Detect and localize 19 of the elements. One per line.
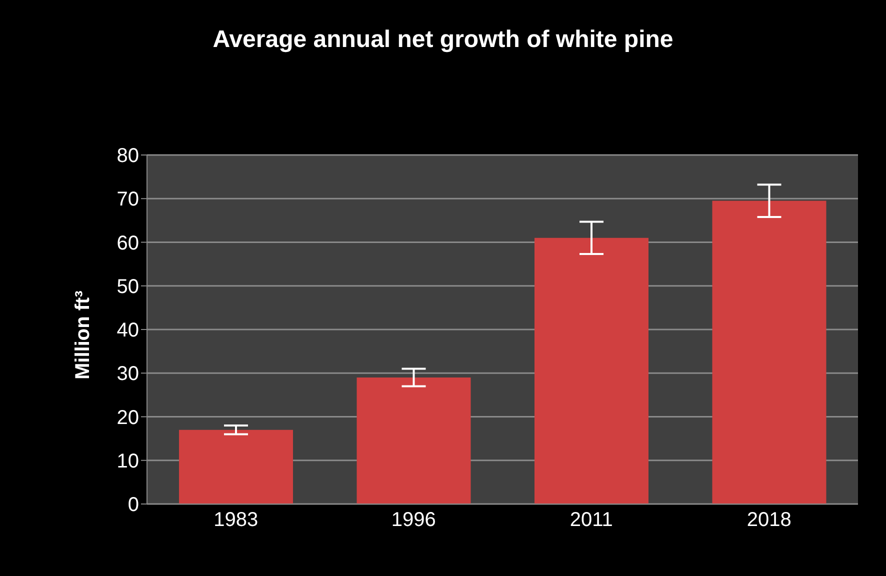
y-tick-label: 50: [116, 276, 139, 298]
bar: [534, 238, 648, 504]
chart-title: Average annual net growth of white pine: [212, 26, 674, 54]
x-tick-label: 1983: [214, 509, 258, 532]
y-tick-label: 30: [116, 363, 139, 386]
y-tick-label: 60: [116, 232, 139, 254]
y-axis-title: Million ft³: [72, 290, 94, 380]
y-tick-label: 80: [116, 145, 139, 168]
y-tick-label: 70: [116, 188, 139, 211]
x-tick-label: 1996: [391, 509, 436, 532]
x-tick-label: 2011: [570, 509, 613, 532]
y-tick-label: 10: [116, 450, 139, 472]
y-tick-label: 40: [116, 320, 139, 342]
x-tick-label: 2018: [746, 509, 792, 532]
bar: [712, 200, 826, 504]
bar: [178, 430, 293, 504]
y-tick-label: 0: [128, 494, 139, 516]
bar: [356, 377, 471, 504]
y-tick-label: 20: [116, 406, 139, 429]
